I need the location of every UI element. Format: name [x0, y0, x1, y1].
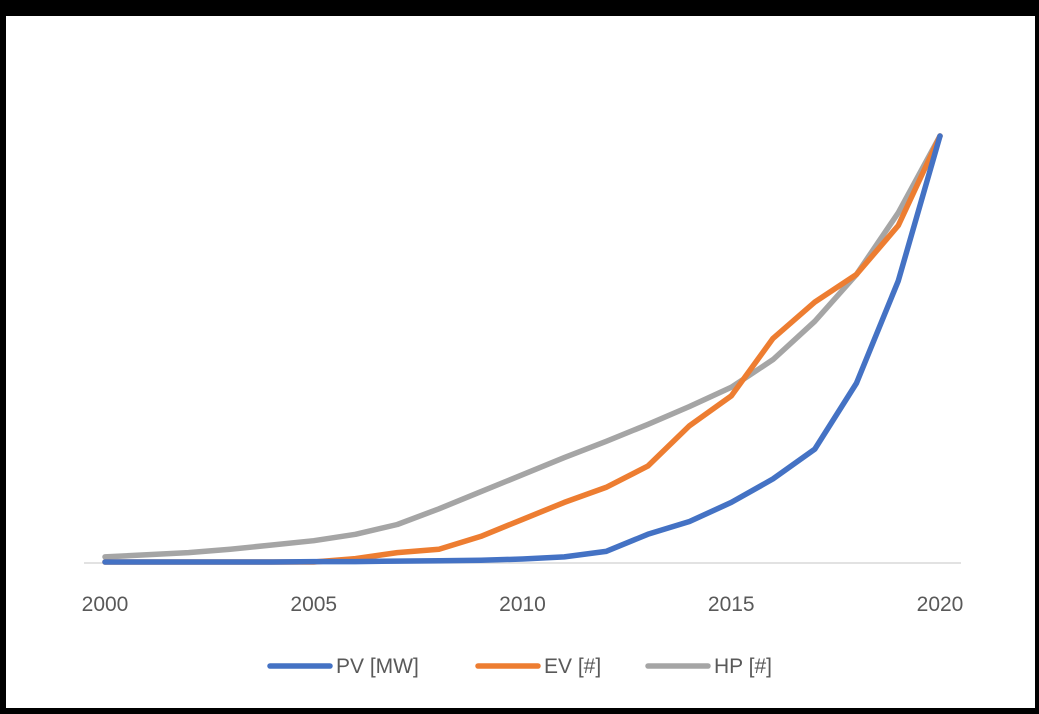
- series-line-2: [102, 133, 943, 565]
- x-tick-label: 2010: [499, 593, 546, 616]
- x-tick-labels: 2000 2005 2010 2015 2020: [82, 593, 964, 616]
- series-line-3: [102, 133, 943, 560]
- legend-item-3: HP [#]: [645, 655, 772, 678]
- legend: PV [MW] EV [#] HP [#]: [267, 655, 772, 678]
- legend-label: EV [#]: [544, 655, 601, 678]
- legend-label: PV [MW]: [336, 655, 419, 678]
- legend-item-2: EV [#]: [475, 655, 601, 678]
- x-tick-label: 2015: [708, 593, 755, 616]
- x-tick-label: 2020: [917, 593, 964, 616]
- x-tick-label: 2005: [290, 593, 337, 616]
- legend-label: HP [#]: [714, 655, 772, 678]
- series-layer: [102, 133, 943, 565]
- series-line-1: [102, 133, 943, 565]
- x-tick-label: 2000: [82, 593, 129, 616]
- legend-item-1: PV [MW]: [267, 655, 419, 678]
